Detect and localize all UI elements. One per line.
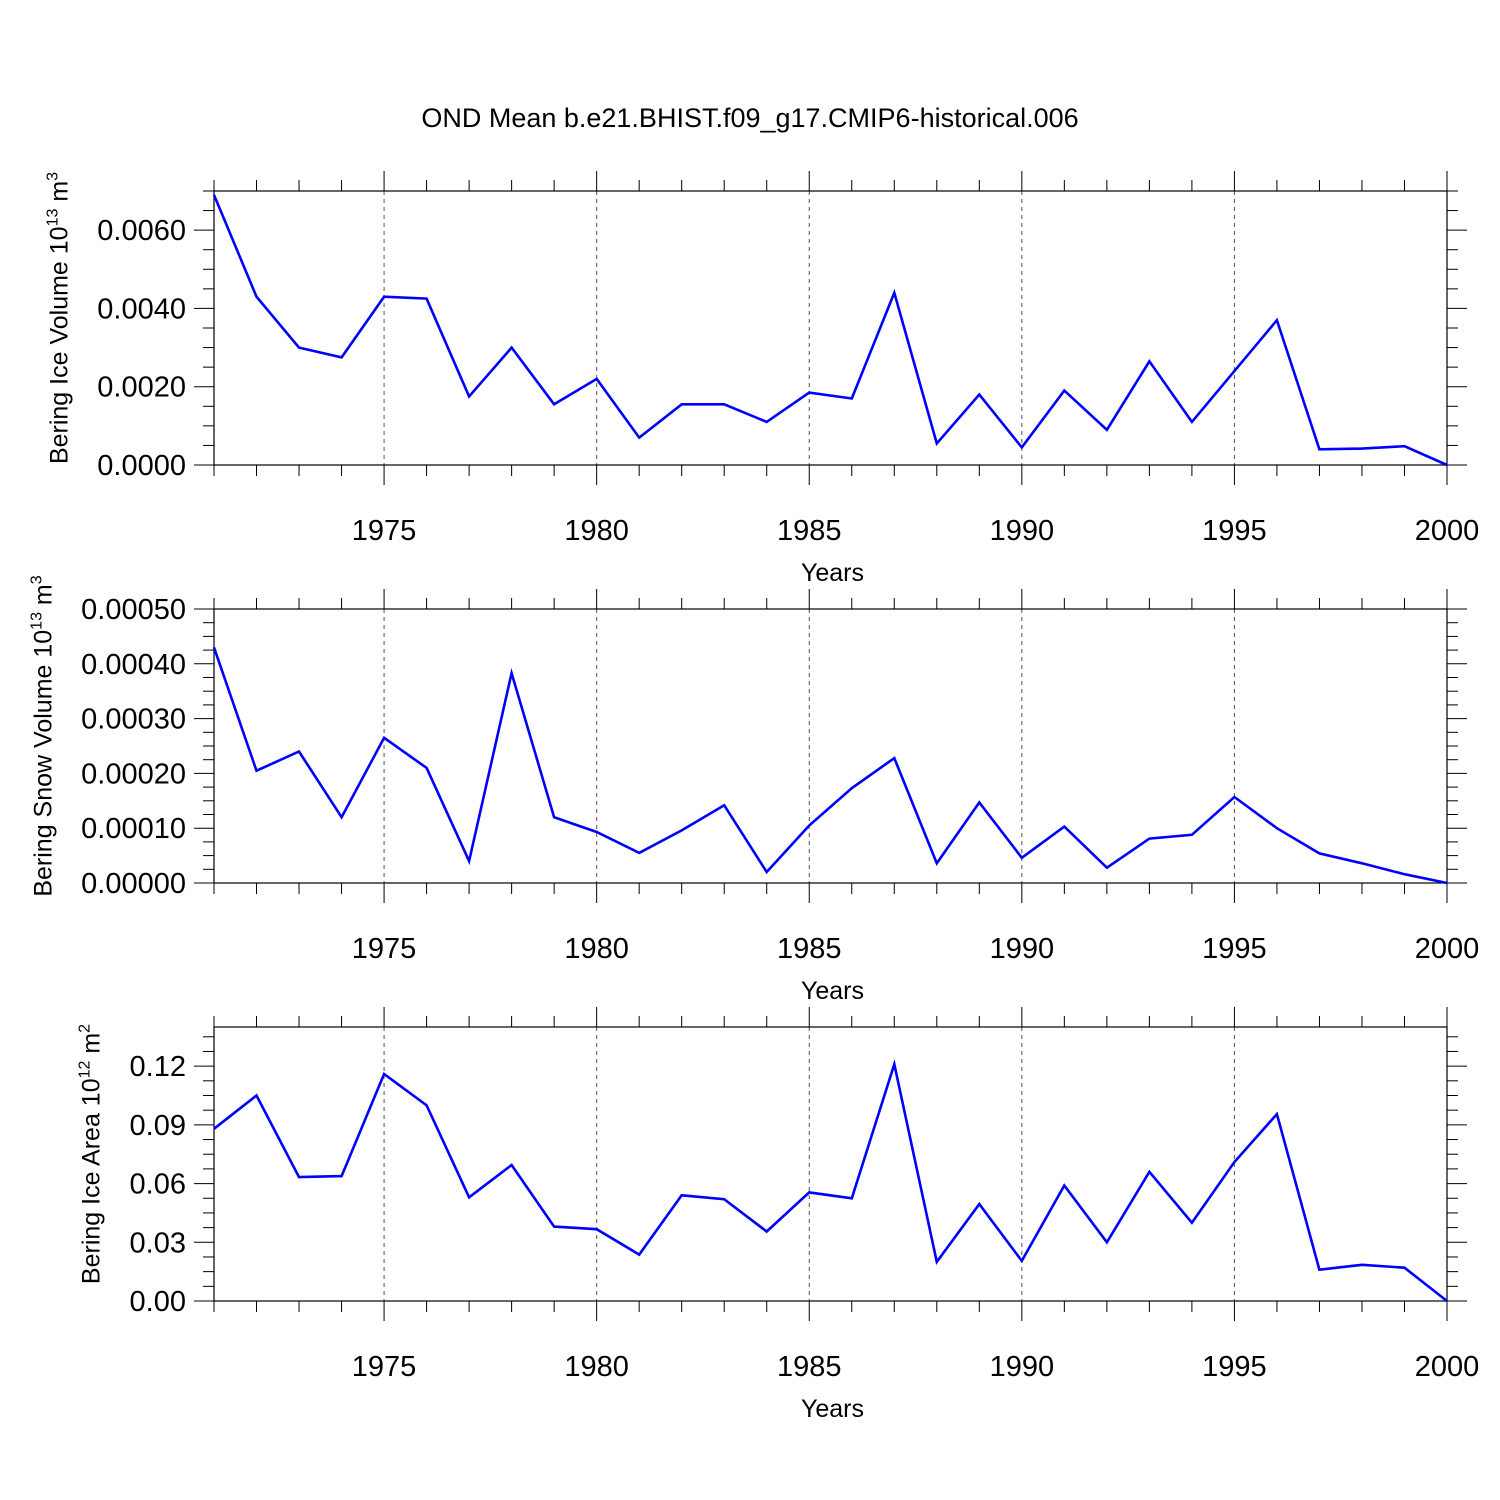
series-line — [212, 194, 1448, 467]
y-axis-title-unit-exp: 3 — [44, 172, 61, 181]
x-tick-label: 1995 — [1202, 933, 1267, 965]
x-tick-label: 1980 — [564, 933, 629, 965]
y-tick-label: 0.00020 — [81, 758, 186, 790]
x-tick-label: 1990 — [990, 933, 1055, 965]
series-line — [213, 1059, 1448, 1303]
plot-frame — [213, 608, 1448, 884]
y-axis-title: Bering Ice Area 1012 m2 — [77, 1024, 106, 1284]
plot-frame — [213, 1026, 1448, 1302]
y-axis-title-unit-exp: 3 — [28, 575, 45, 584]
y-axis-title-text: Bering Ice Volume 10 — [45, 226, 73, 464]
y-axis-title-exp: 13 — [44, 209, 61, 227]
x-tick-label: 1975 — [352, 933, 417, 965]
chart-panels: 1975 1980 1985 1990 1995 2000 0.0000 0.0020 0.00… — [28, 171, 1479, 1423]
x-tick-label: 1975 — [352, 515, 417, 547]
chart-title: OND Mean b.e21.BHIST.f09_g17.CMIP6-histo… — [421, 103, 1078, 133]
x-tick-label: 1985 — [777, 933, 842, 965]
y-axis-title-text: Bering Snow Volume 10 — [29, 630, 57, 897]
x-tick-label: 1995 — [1202, 1351, 1267, 1383]
y-tick-label: 0.00050 — [81, 594, 186, 626]
x-tick-label: 1980 — [564, 1351, 629, 1383]
x-tick-label: 1985 — [777, 515, 842, 547]
y-tick-label: 0.00000 — [81, 868, 186, 900]
x-tick-label: 1990 — [990, 1351, 1055, 1383]
y-tick-label: 0.12 — [130, 1051, 186, 1083]
x-axis-title: Years — [801, 559, 864, 587]
y-tick-label: 0.0060 — [97, 215, 186, 247]
x-tick-label: 2000 — [1415, 933, 1480, 965]
y-tick-label: 0.06 — [130, 1169, 186, 1201]
y-tick-label: 0.0020 — [97, 372, 186, 404]
x-tick-label: 2000 — [1415, 515, 1480, 547]
y-axis-title-unit: m — [29, 584, 57, 612]
x-tick-label: 1995 — [1202, 515, 1267, 547]
plot-frame — [213, 190, 1448, 466]
x-axis-title: Years — [801, 977, 864, 1005]
panel-ice-area: 1975 1980 1985 1990 1995 2000 0.00 0.03 0.06 0.09… — [77, 1007, 1480, 1423]
y-tick-label: 0.03 — [130, 1227, 186, 1259]
y-tick-label: 0.0040 — [97, 293, 186, 325]
y-tick-label: 0.00030 — [81, 704, 186, 736]
x-tick-label: 1990 — [990, 515, 1055, 547]
x-axis-title: Years — [801, 1395, 864, 1423]
y-tick-label: 0.0000 — [97, 450, 186, 482]
y-axis-title-unit: m — [78, 1033, 106, 1061]
y-tick-label: 0.00040 — [81, 649, 186, 681]
y-tick-label: 0.09 — [130, 1110, 186, 1142]
y-axis-title: Bering Ice Volume 1013 m3 — [44, 172, 73, 464]
y-axis-title: Bering Snow Volume 1013 m3 — [28, 575, 57, 896]
x-tick-label: 1980 — [564, 515, 629, 547]
y-axis-title-text: Bering Ice Area 10 — [78, 1078, 106, 1284]
y-axis-title-unit: m — [45, 181, 73, 209]
y-axis-title-exp: 12 — [77, 1060, 94, 1078]
y-tick-label: 0.00 — [130, 1286, 186, 1318]
y-axis-title-unit-exp: 2 — [77, 1024, 94, 1033]
y-tick-label: 0.00010 — [81, 813, 186, 845]
x-tick-label: 1975 — [352, 1351, 417, 1383]
x-tick-label: 2000 — [1415, 1351, 1480, 1383]
y-axis-title-exp: 13 — [28, 612, 45, 630]
series-line — [212, 646, 1448, 885]
x-tick-label: 1985 — [777, 1351, 842, 1383]
panel-ice-volume: 1975 1980 1985 1990 1995 2000 0.0000 0.0020 0.00… — [44, 171, 1479, 587]
panel-snow-volume: 1975 1980 1985 1990 1995 2000 0.00000 0.00010 0.… — [28, 575, 1479, 1005]
